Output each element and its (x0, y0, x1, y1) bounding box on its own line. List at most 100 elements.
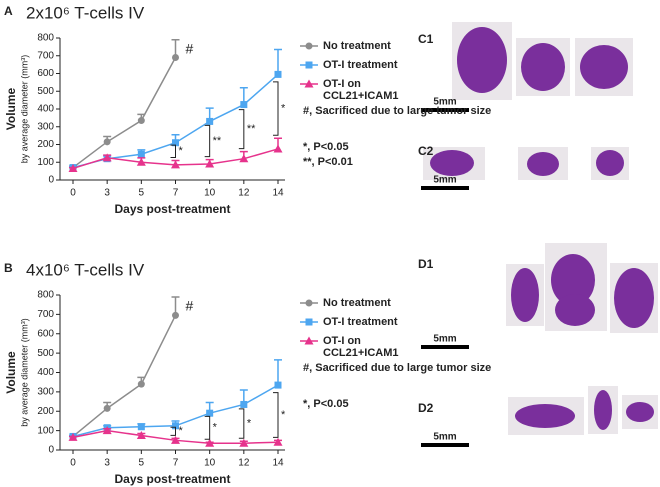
marker (240, 101, 248, 109)
y-tick-label: 300 (37, 121, 54, 132)
x-tick-label: 5 (139, 458, 145, 469)
marker (102, 153, 112, 162)
x-tick-label: 12 (238, 458, 250, 469)
significance-label: ** (247, 123, 256, 135)
y-axis-sublabel: by average diameter (mm³) (19, 55, 29, 164)
tissue (614, 268, 654, 328)
scale-label: 5mm (433, 175, 456, 186)
marker (274, 381, 282, 389)
significance-bracket (170, 426, 176, 436)
x-tick-label: 14 (272, 188, 284, 199)
significance-label: * (213, 422, 218, 434)
marker (205, 159, 215, 168)
scale-bar (421, 345, 469, 349)
marker (206, 409, 214, 417)
marker (171, 435, 180, 444)
significance-label: * (281, 409, 286, 421)
legend-marker (304, 336, 314, 345)
scale-bar (421, 186, 469, 190)
y-tick-label: 0 (48, 445, 54, 456)
marker (206, 117, 214, 125)
marker (240, 400, 248, 408)
y-tick-label: 500 (37, 348, 54, 359)
y-tick-label: 200 (37, 139, 54, 150)
y-tick-label: 800 (37, 33, 54, 44)
legend-label: No treatment (323, 297, 391, 309)
x-tick-label: 0 (70, 188, 76, 199)
significance-bracket (170, 144, 176, 158)
marker (137, 150, 145, 158)
marker (137, 423, 145, 431)
y-tick-label: 800 (37, 290, 54, 301)
series-line (72, 57, 177, 169)
tissue (626, 402, 654, 422)
y-tick-label: 100 (37, 425, 54, 436)
scale-label: 5mm (433, 432, 456, 443)
marker (68, 432, 78, 441)
significance-bracket (204, 124, 211, 158)
y-tick-label: 600 (37, 328, 54, 339)
y-axis-label: Volume (4, 351, 18, 394)
legend-marker (305, 61, 313, 69)
marker (172, 422, 179, 430)
x-tick-label: 3 (104, 188, 110, 199)
marker (273, 437, 283, 446)
significance-bracket (273, 81, 279, 136)
error-bar (274, 48, 282, 75)
x-tick-label: 10 (204, 188, 216, 199)
series-line (72, 315, 177, 438)
x-tick-label: 5 (139, 188, 145, 199)
error-bar (274, 359, 282, 386)
x-tick-label: 3 (104, 458, 110, 469)
x-tick-label: 14 (272, 458, 284, 469)
footnote: *, P<0.05 (303, 398, 349, 410)
tissue (594, 390, 612, 430)
x-tick-label: 0 (70, 458, 76, 469)
significance-label: ** (213, 135, 222, 147)
legend-label: OT-I treatment (323, 316, 398, 328)
marker (172, 311, 179, 319)
x-tick-label: 10 (204, 458, 216, 469)
significance-label: * (281, 102, 286, 114)
tissue (555, 294, 595, 326)
marker (103, 404, 111, 412)
marker (172, 139, 179, 147)
footnote: *, P<0.05 (303, 141, 349, 153)
y-tick-label: 700 (37, 50, 54, 61)
histology-images (423, 22, 658, 435)
tissue (430, 150, 474, 176)
marker (239, 438, 249, 447)
scale-bar (421, 443, 469, 447)
annotation: # (186, 40, 194, 56)
legend-marker (305, 299, 313, 307)
legend-marker (305, 318, 313, 326)
x-tick-label: 7 (173, 188, 179, 199)
marker (102, 426, 112, 435)
scale-label: 5mm (433, 97, 456, 108)
y-tick-label: 400 (37, 104, 54, 115)
scale-label: 5mm (433, 334, 456, 345)
panel-letter: C1 (418, 32, 434, 46)
significance-bracket (238, 109, 245, 150)
legend-label: OT-I treatment (323, 59, 398, 71)
marker (171, 160, 180, 169)
y-tick-label: 700 (37, 309, 54, 320)
x-tick-label: 7 (173, 458, 179, 469)
scale-bar (421, 108, 469, 112)
panel-letter: D2 (418, 401, 434, 415)
significance-bracket (238, 408, 245, 439)
y-tick-label: 500 (37, 86, 54, 97)
x-axis-label: Days post-treatment (114, 202, 230, 216)
chart-title: 4x10⁶ T-cells IV (26, 260, 145, 279)
y-tick-label: 0 (48, 175, 54, 186)
tissue (521, 43, 565, 91)
marker (273, 144, 283, 153)
tissue (515, 404, 575, 428)
panel-letter: A (4, 4, 13, 18)
marker (137, 380, 145, 388)
tissue (527, 152, 559, 176)
legend-label: OT-I on CCL21+ICAM1 (323, 78, 399, 102)
annotation: # (186, 298, 194, 314)
tissue (580, 45, 628, 89)
marker (136, 430, 146, 439)
